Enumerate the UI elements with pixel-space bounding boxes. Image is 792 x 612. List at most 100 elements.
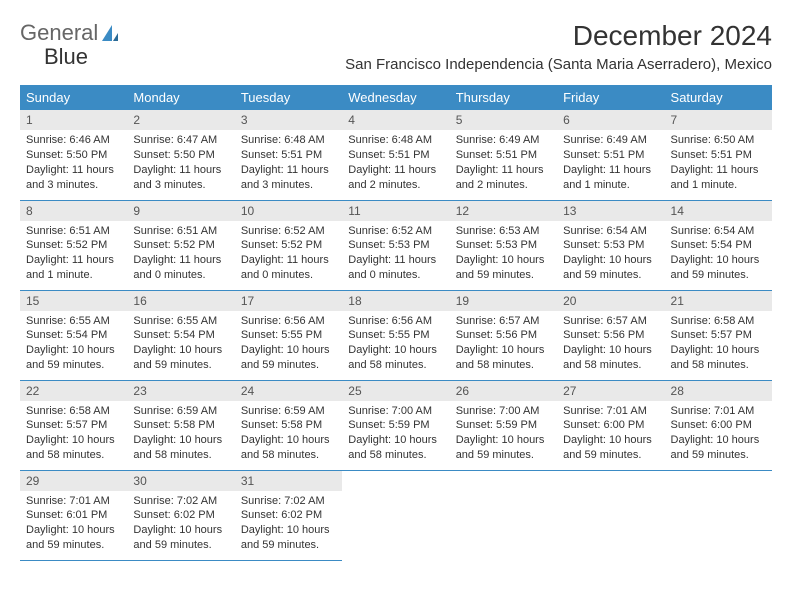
day-number: 16	[127, 291, 234, 311]
day-info: Sunrise: 6:50 AMSunset: 5:51 PMDaylight:…	[665, 130, 772, 198]
day-number: 12	[450, 201, 557, 221]
day-number: 5	[450, 110, 557, 130]
day-number: 22	[20, 381, 127, 401]
calendar-cell: 8Sunrise: 6:51 AMSunset: 5:52 PMDaylight…	[20, 200, 127, 290]
calendar-cell: 1Sunrise: 6:46 AMSunset: 5:50 PMDaylight…	[20, 110, 127, 200]
calendar-cell: 4Sunrise: 6:48 AMSunset: 5:51 PMDaylight…	[342, 110, 449, 200]
calendar-cell: 6Sunrise: 6:49 AMSunset: 5:51 PMDaylight…	[557, 110, 664, 200]
day-number: 17	[235, 291, 342, 311]
day-number: 11	[342, 201, 449, 221]
day-info: Sunrise: 6:59 AMSunset: 5:58 PMDaylight:…	[235, 401, 342, 469]
logo-text-general: General	[20, 20, 98, 46]
calendar-cell: 22Sunrise: 6:58 AMSunset: 5:57 PMDayligh…	[20, 380, 127, 470]
day-number: 4	[342, 110, 449, 130]
calendar-cell	[665, 470, 772, 560]
calendar-cell: 19Sunrise: 6:57 AMSunset: 5:56 PMDayligh…	[450, 290, 557, 380]
page-header: General December 2024 San Francisco Inde…	[20, 20, 772, 81]
day-info: Sunrise: 7:01 AMSunset: 6:00 PMDaylight:…	[665, 401, 772, 469]
calendar-cell: 28Sunrise: 7:01 AMSunset: 6:00 PMDayligh…	[665, 380, 772, 470]
day-number: 31	[235, 471, 342, 491]
day-number: 29	[20, 471, 127, 491]
day-number: 6	[557, 110, 664, 130]
calendar-cell: 25Sunrise: 7:00 AMSunset: 5:59 PMDayligh…	[342, 380, 449, 470]
calendar-cell: 9Sunrise: 6:51 AMSunset: 5:52 PMDaylight…	[127, 200, 234, 290]
day-number: 15	[20, 291, 127, 311]
day-number: 13	[557, 201, 664, 221]
weekday-header: Friday	[557, 85, 664, 110]
calendar-cell: 30Sunrise: 7:02 AMSunset: 6:02 PMDayligh…	[127, 470, 234, 560]
calendar-cell: 18Sunrise: 6:56 AMSunset: 5:55 PMDayligh…	[342, 290, 449, 380]
day-number: 21	[665, 291, 772, 311]
day-info: Sunrise: 6:57 AMSunset: 5:56 PMDaylight:…	[557, 311, 664, 379]
day-number: 27	[557, 381, 664, 401]
day-info: Sunrise: 7:00 AMSunset: 5:59 PMDaylight:…	[450, 401, 557, 469]
title-block: December 2024 San Francisco Independenci…	[345, 20, 772, 81]
day-number: 26	[450, 381, 557, 401]
day-number: 14	[665, 201, 772, 221]
calendar-cell: 11Sunrise: 6:52 AMSunset: 5:53 PMDayligh…	[342, 200, 449, 290]
calendar-row: 22Sunrise: 6:58 AMSunset: 5:57 PMDayligh…	[20, 380, 772, 470]
day-number: 20	[557, 291, 664, 311]
calendar-cell: 21Sunrise: 6:58 AMSunset: 5:57 PMDayligh…	[665, 290, 772, 380]
day-number: 2	[127, 110, 234, 130]
day-info: Sunrise: 6:55 AMSunset: 5:54 PMDaylight:…	[20, 311, 127, 379]
location: San Francisco Independencia (Santa Maria…	[345, 56, 772, 73]
day-number: 24	[235, 381, 342, 401]
calendar-cell: 10Sunrise: 6:52 AMSunset: 5:52 PMDayligh…	[235, 200, 342, 290]
day-info: Sunrise: 6:58 AMSunset: 5:57 PMDaylight:…	[665, 311, 772, 379]
weekday-header: Tuesday	[235, 85, 342, 110]
calendar-cell: 15Sunrise: 6:55 AMSunset: 5:54 PMDayligh…	[20, 290, 127, 380]
calendar-cell: 20Sunrise: 6:57 AMSunset: 5:56 PMDayligh…	[557, 290, 664, 380]
day-info: Sunrise: 6:53 AMSunset: 5:53 PMDaylight:…	[450, 221, 557, 289]
day-info: Sunrise: 7:00 AMSunset: 5:59 PMDaylight:…	[342, 401, 449, 469]
day-info: Sunrise: 6:51 AMSunset: 5:52 PMDaylight:…	[20, 221, 127, 289]
day-info: Sunrise: 6:57 AMSunset: 5:56 PMDaylight:…	[450, 311, 557, 379]
calendar-cell: 23Sunrise: 6:59 AMSunset: 5:58 PMDayligh…	[127, 380, 234, 470]
day-number: 1	[20, 110, 127, 130]
calendar-cell	[450, 470, 557, 560]
day-info: Sunrise: 6:48 AMSunset: 5:51 PMDaylight:…	[342, 130, 449, 198]
calendar-row: 15Sunrise: 6:55 AMSunset: 5:54 PMDayligh…	[20, 290, 772, 380]
day-info: Sunrise: 7:01 AMSunset: 6:00 PMDaylight:…	[557, 401, 664, 469]
day-number: 28	[665, 381, 772, 401]
calendar-cell: 17Sunrise: 6:56 AMSunset: 5:55 PMDayligh…	[235, 290, 342, 380]
day-info: Sunrise: 6:54 AMSunset: 5:54 PMDaylight:…	[665, 221, 772, 289]
day-info: Sunrise: 6:49 AMSunset: 5:51 PMDaylight:…	[557, 130, 664, 198]
calendar-header-row: SundayMondayTuesdayWednesdayThursdayFrid…	[20, 85, 772, 110]
logo-blue-row: Blue	[44, 44, 88, 70]
weekday-header: Saturday	[665, 85, 772, 110]
calendar-row: 1Sunrise: 6:46 AMSunset: 5:50 PMDaylight…	[20, 110, 772, 200]
day-number: 19	[450, 291, 557, 311]
weekday-header: Sunday	[20, 85, 127, 110]
weekday-header: Monday	[127, 85, 234, 110]
day-number: 10	[235, 201, 342, 221]
day-number: 30	[127, 471, 234, 491]
calendar-cell	[342, 470, 449, 560]
day-number: 23	[127, 381, 234, 401]
day-number: 7	[665, 110, 772, 130]
calendar-table: SundayMondayTuesdayWednesdayThursdayFrid…	[20, 85, 772, 561]
day-info: Sunrise: 7:02 AMSunset: 6:02 PMDaylight:…	[127, 491, 234, 559]
month-title: December 2024	[345, 20, 772, 52]
day-number: 9	[127, 201, 234, 221]
logo-sail-icon	[100, 23, 120, 43]
day-info: Sunrise: 6:56 AMSunset: 5:55 PMDaylight:…	[342, 311, 449, 379]
day-info: Sunrise: 6:54 AMSunset: 5:53 PMDaylight:…	[557, 221, 664, 289]
calendar-cell: 27Sunrise: 7:01 AMSunset: 6:00 PMDayligh…	[557, 380, 664, 470]
calendar-body: 1Sunrise: 6:46 AMSunset: 5:50 PMDaylight…	[20, 110, 772, 560]
day-number: 3	[235, 110, 342, 130]
day-info: Sunrise: 6:58 AMSunset: 5:57 PMDaylight:…	[20, 401, 127, 469]
calendar-cell: 3Sunrise: 6:48 AMSunset: 5:51 PMDaylight…	[235, 110, 342, 200]
calendar-cell: 26Sunrise: 7:00 AMSunset: 5:59 PMDayligh…	[450, 380, 557, 470]
calendar-cell: 24Sunrise: 6:59 AMSunset: 5:58 PMDayligh…	[235, 380, 342, 470]
day-info: Sunrise: 6:55 AMSunset: 5:54 PMDaylight:…	[127, 311, 234, 379]
day-info: Sunrise: 6:59 AMSunset: 5:58 PMDaylight:…	[127, 401, 234, 469]
day-info: Sunrise: 6:51 AMSunset: 5:52 PMDaylight:…	[127, 221, 234, 289]
calendar-cell: 5Sunrise: 6:49 AMSunset: 5:51 PMDaylight…	[450, 110, 557, 200]
day-number: 8	[20, 201, 127, 221]
calendar-cell: 7Sunrise: 6:50 AMSunset: 5:51 PMDaylight…	[665, 110, 772, 200]
calendar-cell: 13Sunrise: 6:54 AMSunset: 5:53 PMDayligh…	[557, 200, 664, 290]
calendar-cell: 31Sunrise: 7:02 AMSunset: 6:02 PMDayligh…	[235, 470, 342, 560]
day-info: Sunrise: 7:02 AMSunset: 6:02 PMDaylight:…	[235, 491, 342, 559]
day-info: Sunrise: 7:01 AMSunset: 6:01 PMDaylight:…	[20, 491, 127, 559]
